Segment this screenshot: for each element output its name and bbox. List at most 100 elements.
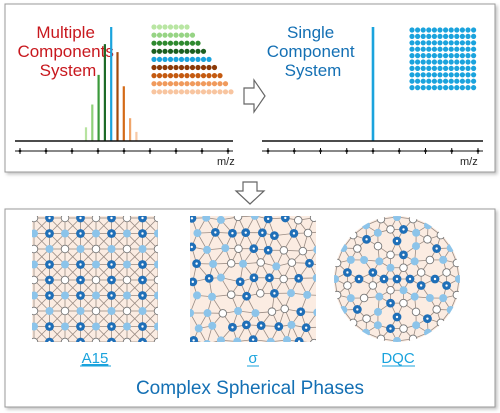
bead — [426, 66, 431, 71]
bead — [465, 27, 470, 32]
bead — [432, 47, 437, 52]
sphere-center — [245, 324, 247, 326]
axis-dot — [71, 150, 74, 153]
bead — [437, 85, 442, 90]
phase-label-a15[interactable]: A15 — [82, 350, 109, 367]
bead — [157, 33, 162, 38]
axis-dot — [477, 150, 480, 153]
bead — [460, 34, 465, 39]
bead — [184, 81, 189, 86]
sphere-node — [92, 276, 100, 284]
sphere-center — [308, 262, 310, 264]
sphere-node — [92, 245, 100, 253]
sphere-center — [434, 278, 436, 280]
single-label-line-2: Component — [267, 42, 355, 61]
sphere-node — [123, 276, 131, 284]
bead — [223, 81, 228, 86]
sphere-center — [396, 278, 398, 280]
sphere-center — [79, 294, 81, 296]
sphere-node — [221, 244, 229, 252]
bead — [426, 53, 431, 58]
sphere-node — [217, 216, 225, 224]
sphere-node — [272, 262, 280, 270]
sphere-center — [273, 292, 275, 294]
bead — [471, 47, 476, 52]
sphere-node — [287, 289, 295, 297]
bead — [206, 57, 211, 62]
bead — [409, 85, 414, 90]
bead — [195, 73, 200, 78]
bead — [206, 65, 211, 70]
sphere-node — [123, 261, 131, 269]
bead — [195, 57, 200, 62]
sphere-center — [389, 302, 391, 304]
sphere-node — [303, 291, 311, 299]
sphere-center — [48, 279, 50, 281]
axis-dot — [450, 150, 453, 153]
bead — [151, 57, 156, 62]
bead — [201, 73, 206, 78]
sphere-center — [110, 279, 112, 281]
phase-label-dqc[interactable]: DQC — [381, 350, 415, 367]
bead — [426, 34, 431, 39]
sphere-center — [396, 316, 398, 318]
sphere-center — [79, 279, 81, 281]
bead — [426, 85, 431, 90]
bead — [432, 40, 437, 45]
sphere-node — [217, 274, 225, 282]
bead — [212, 81, 217, 86]
sphere-node — [46, 307, 54, 315]
bead — [162, 89, 167, 94]
bead — [443, 53, 448, 58]
sphere-node — [347, 294, 355, 302]
bead — [206, 73, 211, 78]
bead — [173, 65, 178, 70]
sphere-center — [409, 278, 411, 280]
sphere-node — [374, 229, 382, 237]
axis-dot — [45, 150, 48, 153]
sphere-node — [412, 321, 420, 329]
bead — [471, 27, 476, 32]
sphere-node — [108, 307, 116, 315]
bead — [454, 85, 459, 90]
sphere-node — [387, 286, 395, 294]
sphere-center — [267, 249, 269, 251]
sphere-center — [110, 325, 112, 327]
axis-dot — [372, 150, 375, 153]
bead — [415, 66, 420, 71]
sphere-node — [227, 260, 235, 268]
sphere-center — [305, 326, 307, 328]
bead — [212, 65, 217, 70]
bead — [190, 57, 195, 62]
bead — [162, 65, 167, 70]
sphere-node — [304, 229, 312, 237]
down-arrow — [236, 182, 264, 204]
bead — [184, 33, 189, 38]
bead — [471, 34, 476, 39]
bead — [460, 53, 465, 58]
sphere-node — [235, 245, 243, 253]
sphere-node — [227, 291, 235, 299]
sphere-node — [61, 261, 69, 269]
bead — [157, 57, 162, 62]
sphere-node — [375, 293, 383, 301]
bead — [151, 49, 156, 54]
bead — [415, 34, 420, 39]
bead — [409, 59, 414, 64]
bead — [449, 85, 454, 90]
axis-dot — [201, 150, 204, 153]
sphere-center — [141, 263, 143, 265]
sphere-node — [433, 306, 441, 314]
bead — [157, 65, 162, 70]
phase-label-sigma[interactable]: σ — [248, 350, 258, 367]
bead — [162, 49, 167, 54]
sphere-node — [219, 310, 227, 318]
bead — [173, 41, 178, 46]
bead — [415, 27, 420, 32]
bead — [454, 66, 459, 71]
sphere-center — [79, 217, 81, 219]
sphere-center — [231, 232, 233, 234]
bead — [454, 27, 459, 32]
sphere-center — [268, 277, 270, 279]
